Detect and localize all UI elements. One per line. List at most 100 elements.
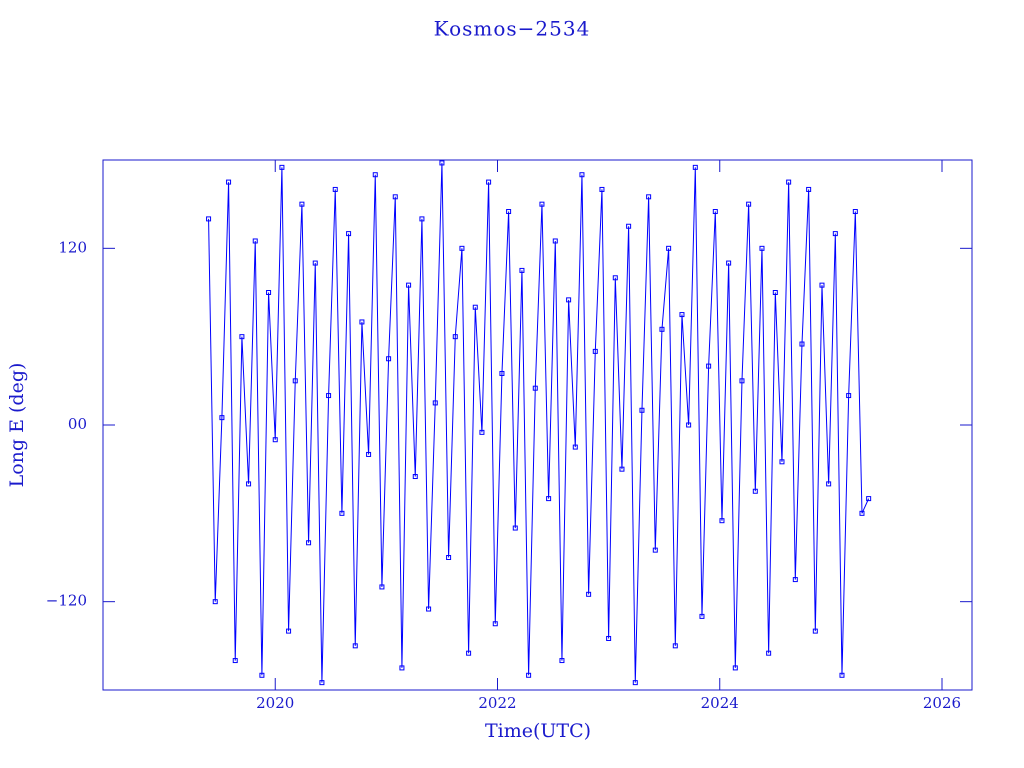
- data-point: [792, 577, 798, 583]
- data-point: [319, 680, 325, 686]
- data-point: [686, 422, 692, 428]
- data-point: [519, 267, 525, 273]
- data-point: [212, 599, 218, 605]
- data-point: [732, 665, 738, 671]
- data-point: [706, 363, 712, 369]
- data-point: [572, 444, 578, 450]
- data-point: [752, 488, 758, 494]
- data-point: [499, 370, 505, 376]
- data-point: [806, 186, 812, 192]
- data-point: [726, 260, 732, 266]
- data-point: [279, 164, 285, 170]
- data-point: [759, 245, 765, 251]
- data-point: [399, 665, 405, 671]
- data-point: [646, 194, 652, 200]
- data-point: [412, 474, 418, 480]
- data-point: [292, 378, 298, 384]
- x-tick-label: 2026: [923, 694, 961, 712]
- data-point: [459, 245, 465, 251]
- data-point: [479, 429, 485, 435]
- data-point: [846, 393, 852, 399]
- data-point: [219, 415, 225, 421]
- chart-title: Kosmos−2534: [434, 17, 591, 41]
- y-axis-label: Long E (deg): [6, 363, 28, 488]
- data-point: [372, 172, 378, 178]
- x-axis-label: Time(UTC): [485, 720, 591, 742]
- data-point: [346, 231, 352, 237]
- data-point: [699, 613, 705, 619]
- data-point: [512, 525, 518, 531]
- data-point: [812, 628, 818, 634]
- data-point: [639, 407, 645, 413]
- data-point: [839, 672, 845, 678]
- data-point: [859, 510, 865, 516]
- data-point: [272, 437, 278, 443]
- data-point: [266, 290, 272, 295]
- y-tick-label: 120: [58, 238, 87, 256]
- data-point: [379, 584, 385, 590]
- plot-frame: [102, 159, 973, 691]
- data-point: [786, 179, 792, 185]
- data-point: [446, 555, 452, 560]
- data-point: [419, 216, 425, 222]
- data-point: [492, 621, 498, 627]
- data-point: [406, 282, 412, 288]
- data-point: [719, 518, 725, 524]
- data-point: [312, 260, 318, 266]
- data-point: [826, 481, 832, 487]
- x-tick-label: 2024: [701, 694, 739, 712]
- y-tick-label: 00: [68, 415, 87, 433]
- data-point: [672, 643, 678, 649]
- data-point: [632, 680, 638, 686]
- data-point: [746, 201, 752, 207]
- data-point: [526, 672, 532, 678]
- data-point: [819, 282, 825, 288]
- data-point: [246, 481, 252, 487]
- data-point: [392, 194, 398, 200]
- data-point: [612, 275, 618, 281]
- data-point: [299, 201, 305, 207]
- data-point: [366, 451, 372, 457]
- data-point: [352, 643, 358, 649]
- data-line: [208, 162, 870, 683]
- data-point: [546, 496, 552, 502]
- data-point: [552, 238, 558, 244]
- data-point: [286, 628, 292, 634]
- data-point: [239, 334, 245, 340]
- data-point: [666, 245, 672, 251]
- data-point: [832, 231, 838, 237]
- data-point: [852, 209, 858, 215]
- data-point: [539, 201, 545, 207]
- x-tick-label: 2020: [256, 694, 294, 712]
- data-point: [712, 209, 718, 215]
- y-tick-label: −120: [46, 592, 87, 610]
- data-point: [579, 172, 585, 178]
- data-point: [866, 496, 872, 502]
- data-point: [206, 216, 212, 222]
- data-point: [772, 290, 778, 295]
- data-point: [739, 378, 745, 384]
- data-point: [426, 606, 432, 612]
- data-point: [799, 341, 805, 347]
- data-point: [486, 179, 492, 185]
- data-point: [559, 658, 565, 664]
- x-tick-label: 2022: [478, 694, 516, 712]
- data-point: [692, 164, 698, 170]
- data-point: [332, 186, 338, 192]
- data-point: [766, 650, 772, 656]
- data-point: [679, 312, 685, 318]
- data-point: [326, 393, 332, 399]
- data-point: [566, 297, 572, 303]
- data-point: [599, 186, 605, 192]
- data-point: [532, 385, 538, 391]
- data-point: [466, 650, 472, 656]
- data-point: [452, 334, 458, 340]
- data-point: [432, 400, 438, 406]
- data-point: [439, 160, 445, 166]
- data-point: [619, 466, 625, 472]
- data-point: [259, 672, 265, 678]
- data-point: [472, 304, 478, 310]
- data-point: [339, 510, 345, 516]
- data-point: [652, 547, 658, 553]
